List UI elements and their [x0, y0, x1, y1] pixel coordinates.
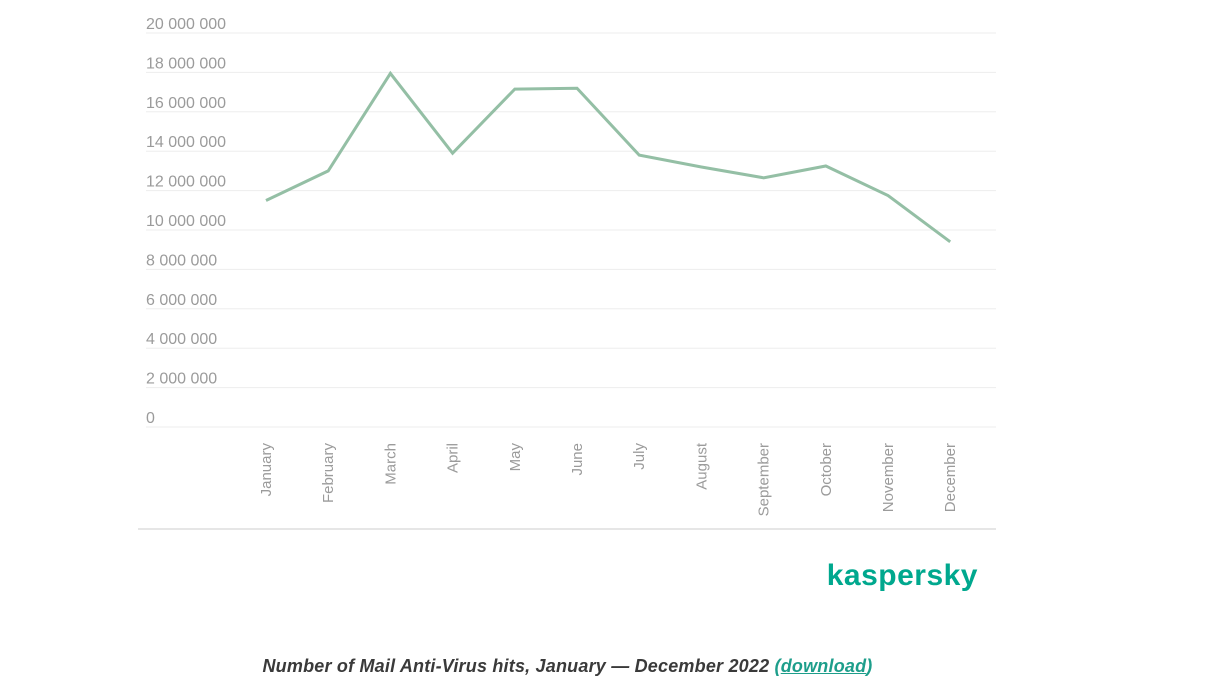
caption-close-paren: )	[866, 656, 873, 676]
x-tick-label: April	[445, 443, 462, 473]
caption-open-paren: (	[774, 656, 781, 676]
kaspersky-logo: kaspersky	[138, 559, 978, 593]
y-tick-label: 20 000 000	[146, 16, 226, 33]
y-tick-label: 14 000 000	[146, 134, 226, 151]
kaspersky-logo-text: kaspersky	[826, 559, 978, 592]
x-tick-label: March	[382, 443, 399, 485]
y-tick-label: 8 000 000	[146, 252, 217, 269]
x-tick-label: September	[756, 443, 773, 516]
mail-antivirus-line-chart: 0 2 000 000 4 000 000 6 000 000 8 000 000 10 …	[138, 10, 996, 550]
x-tick-label: February	[320, 443, 337, 504]
caption-text: Number of Mail Anti-Virus hits, January …	[262, 656, 775, 676]
x-tick-label: May	[507, 443, 524, 472]
y-tick-label: 18 000 000	[146, 55, 226, 72]
x-tick-label: January	[258, 443, 275, 497]
chart-caption: Number of Mail Anti-Virus hits, January …	[100, 653, 1035, 679]
y-tick-label: 16 000 000	[146, 95, 226, 112]
x-tick-label: June	[569, 443, 586, 476]
chart-canvas: 0 2 000 000 4 000 000 6 000 000 8 000 000 10 …	[138, 16, 996, 530]
y-tick-label: 10 000 000	[146, 213, 226, 230]
y-tick-label: 4 000 000	[146, 331, 217, 348]
x-tick-label: October	[818, 443, 835, 496]
y-tick-label: 2 000 000	[146, 371, 217, 388]
download-link[interactable]: download	[780, 656, 867, 676]
x-tick-label: July	[631, 443, 648, 470]
y-tick-label: 6 000 000	[146, 292, 217, 309]
y-tick-label: 0	[146, 410, 155, 427]
x-tick-label: December	[942, 443, 959, 512]
y-tick-label: 12 000 000	[146, 174, 226, 191]
x-tick-label: August	[693, 442, 710, 490]
x-tick-label: November	[880, 443, 897, 512]
data-line	[265, 70, 952, 244]
